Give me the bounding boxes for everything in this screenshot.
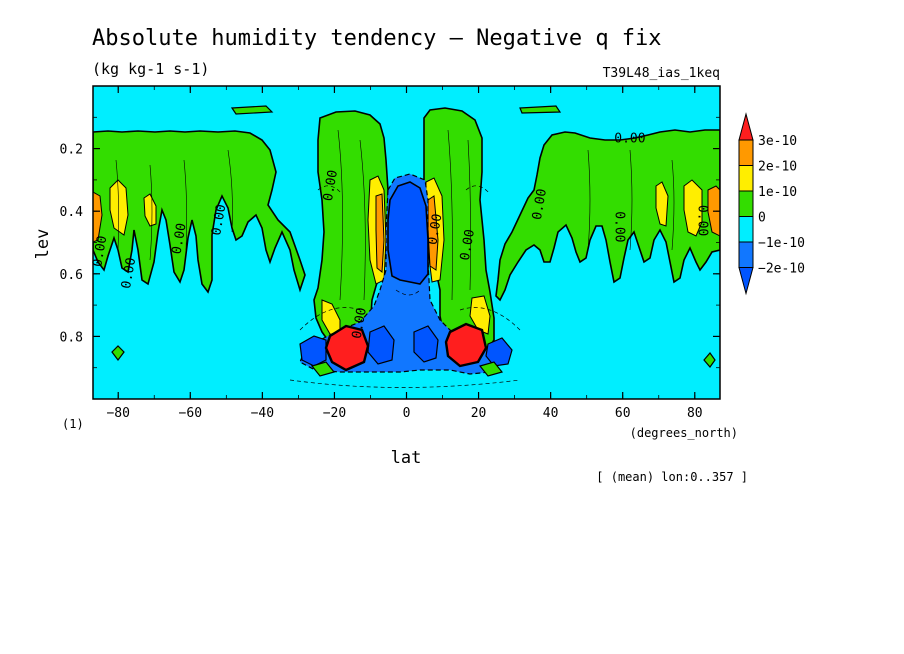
chart-units: (kg kg-1 s-1) bbox=[92, 60, 209, 78]
yellow-patch-1 bbox=[109, 179, 129, 236]
x-tick-label: 60 bbox=[615, 406, 631, 421]
yellow-patch-8 bbox=[469, 295, 491, 335]
y-axis-units: (1) bbox=[62, 417, 84, 431]
red-max-nh bbox=[444, 322, 488, 368]
red-max-sh bbox=[324, 324, 370, 372]
contour-label: 0.00 bbox=[90, 235, 110, 268]
contour-label: 0.00 bbox=[612, 211, 627, 242]
x-axis-units: (degrees_north) bbox=[630, 426, 738, 440]
contour-label: 0.00 bbox=[321, 169, 341, 202]
green-top-strip bbox=[230, 105, 274, 115]
x-axis-label: lat bbox=[391, 448, 422, 468]
y-tick-label: 0.2 bbox=[60, 143, 83, 158]
chart-title: Absolute humidity tendency — Negative q … bbox=[92, 26, 662, 51]
colorbar-label: 3e-10 bbox=[758, 134, 797, 149]
x-tick-label: 40 bbox=[543, 406, 559, 421]
y-axis: 0.2 0.4 0.6 0.8 bbox=[60, 116, 720, 400]
yellow-patch-2 bbox=[143, 193, 157, 227]
green-dot-right bbox=[703, 352, 716, 368]
y-tick-label: 0.6 bbox=[60, 268, 83, 283]
green-band-sh bbox=[93, 130, 306, 294]
green-top-strip-2 bbox=[519, 105, 562, 114]
contour-label: 0.00 bbox=[425, 213, 445, 246]
negative-blob-3 bbox=[413, 325, 439, 363]
x-tick-label: 80 bbox=[687, 406, 703, 421]
colorbar-arrow-top bbox=[738, 112, 754, 141]
colorbar-label: −2e-10 bbox=[758, 262, 805, 277]
colorbar-label: 2e-10 bbox=[758, 160, 797, 175]
negative-core bbox=[387, 181, 429, 285]
green-band-nh bbox=[495, 129, 720, 302]
y-tick-label: 0.8 bbox=[60, 330, 83, 345]
contour-label: 0.00 bbox=[530, 188, 550, 221]
negative-blob-4 bbox=[485, 337, 513, 367]
x-tick-label: −40 bbox=[251, 406, 274, 421]
green-blob-bottom-left bbox=[310, 361, 336, 377]
thin-contours bbox=[115, 129, 675, 301]
yellow-patch-5 bbox=[655, 181, 669, 227]
contour-label: 0.00 bbox=[458, 228, 478, 261]
colorbar-label: 0 bbox=[758, 211, 766, 226]
y-axis-label: lev bbox=[33, 229, 53, 260]
plot-area: 0.00 0.00 0.00 0.00 0.00 0.00 0.00 0.00 0.00 0.00… bbox=[60, 85, 721, 421]
orange-patch-2 bbox=[375, 193, 385, 273]
contour-label: 0.00 bbox=[119, 256, 139, 289]
x-axis: −80 −60 −40 −20 0 20 40 60 80 bbox=[106, 86, 703, 421]
colorbar-segment bbox=[738, 165, 754, 192]
negative-blob-1 bbox=[299, 335, 327, 367]
contour-fields bbox=[93, 105, 720, 388]
colorbar-segment bbox=[738, 241, 754, 268]
green-blob-bottom-right bbox=[478, 361, 504, 377]
colorbar-label: −1e-10 bbox=[758, 236, 805, 251]
x-tick-label: −20 bbox=[323, 406, 346, 421]
run-label: T39L48_ias_1keq bbox=[603, 66, 720, 81]
x-tick-label: 0 bbox=[403, 406, 411, 421]
dashed-contours bbox=[289, 185, 521, 388]
footnote: [ (mean) lon:0..357 ] bbox=[596, 470, 748, 484]
contour-label: 0.00 bbox=[209, 203, 229, 236]
x-tick-label: −80 bbox=[106, 406, 129, 421]
y-tick-label: 0.4 bbox=[60, 205, 84, 220]
green-dot-left bbox=[111, 345, 125, 361]
colorbar: 3e-10 2e-10 1e-10 0 −1e-10 −2e-10 bbox=[738, 112, 805, 296]
colorbar-segment bbox=[738, 190, 754, 217]
colorbar-segment bbox=[738, 139, 754, 166]
yellow-patch-6 bbox=[683, 179, 703, 237]
colorbar-arrow-bottom bbox=[738, 267, 754, 296]
x-tick-label: −60 bbox=[179, 406, 202, 421]
contour-label: 0.00 bbox=[170, 222, 190, 255]
colorbar-label: 1e-10 bbox=[758, 185, 797, 200]
x-tick-label: 20 bbox=[471, 406, 487, 421]
colorbar-segment bbox=[738, 216, 754, 243]
orange-patch-1 bbox=[93, 191, 103, 243]
contour-label: 0.00 bbox=[350, 307, 370, 340]
contour-label: 0.00 bbox=[694, 205, 709, 236]
contour-labels: 0.00 0.00 0.00 0.00 0.00 0.00 0.00 0.00 0.00 0.00… bbox=[90, 131, 709, 340]
negative-blob-2 bbox=[367, 325, 395, 365]
contour-label: 0.00 bbox=[614, 131, 645, 146]
